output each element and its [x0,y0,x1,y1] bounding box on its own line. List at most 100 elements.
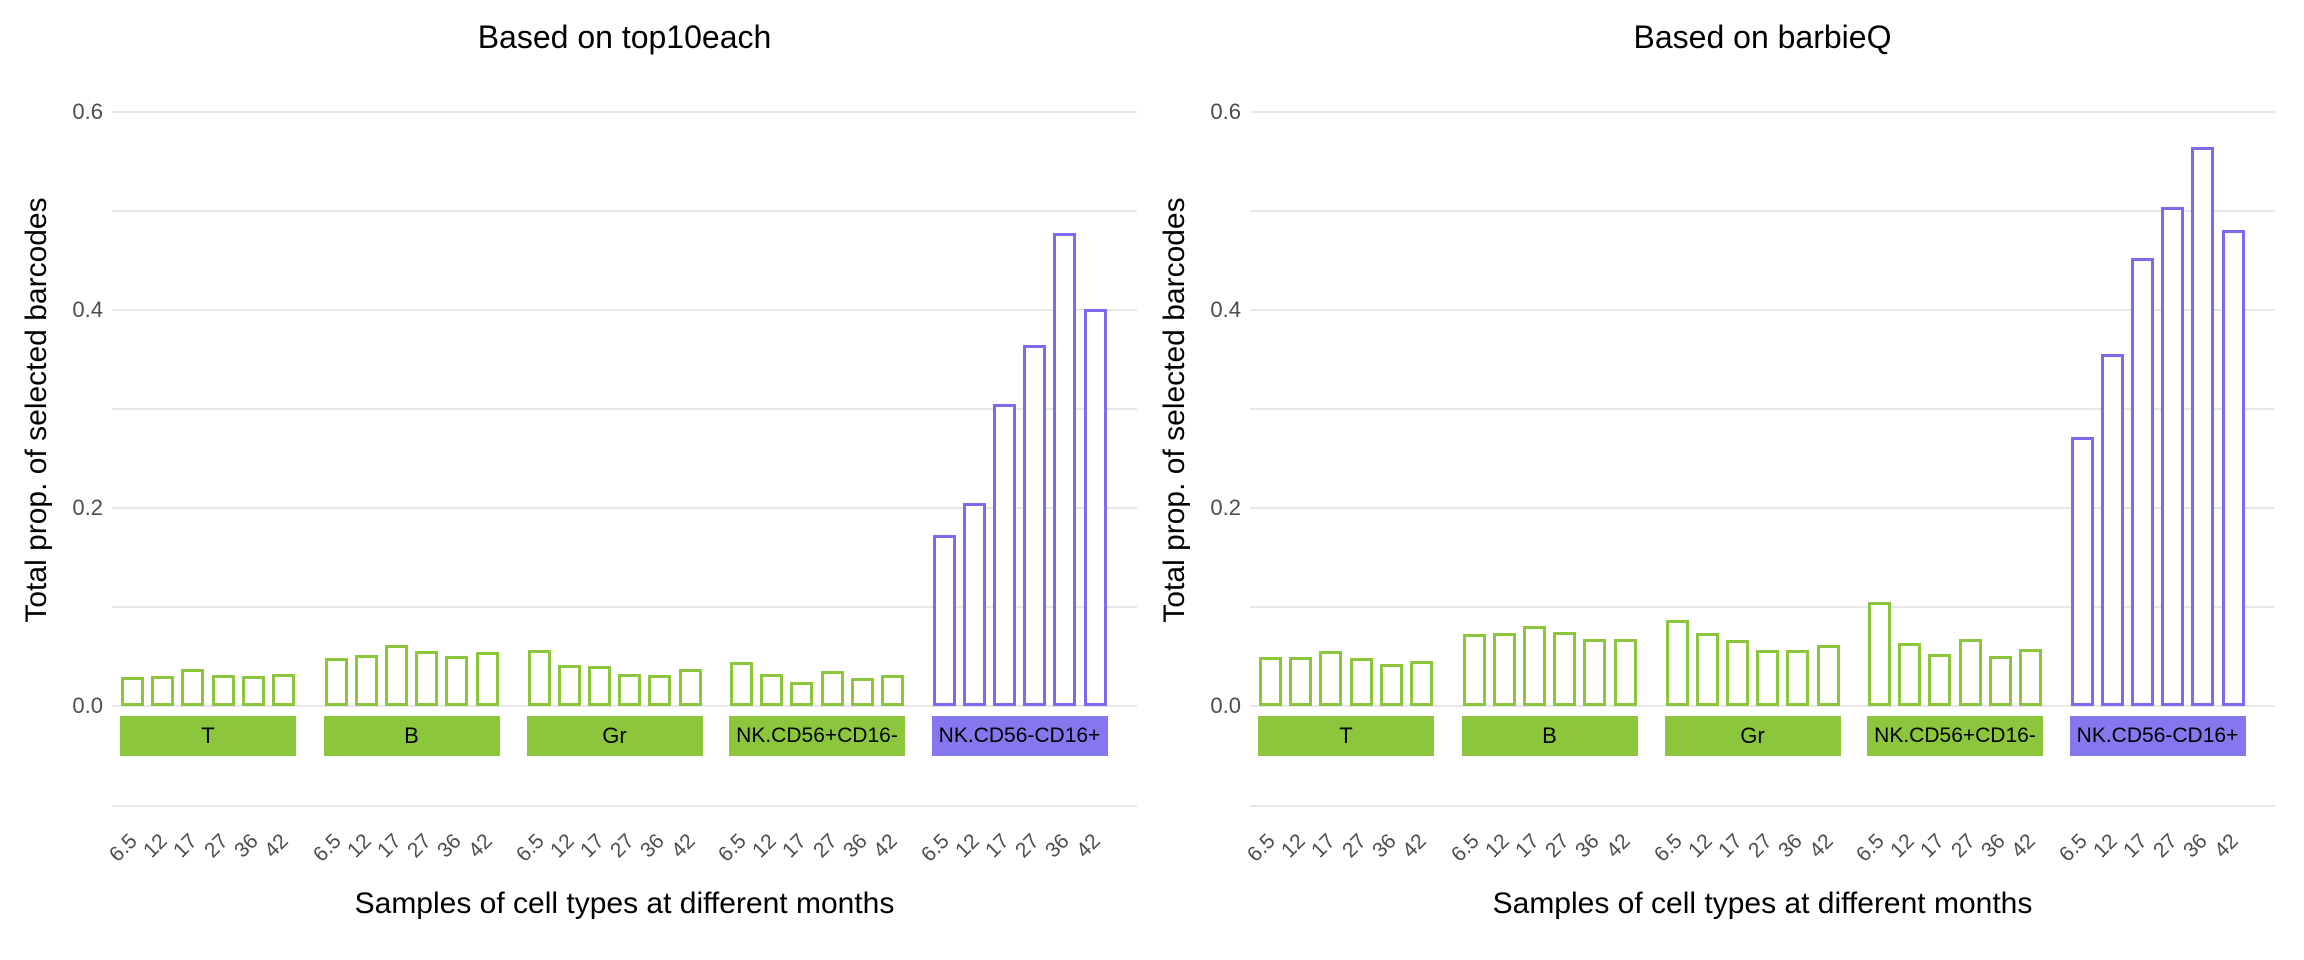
bar-T-6.5 [1259,657,1282,706]
x-tick-label: 42 [2006,829,2040,863]
bar-Gr-17 [1725,640,1749,706]
facet-strip-Gr: Gr [1664,716,1841,756]
bar-NK.CD56-CD16+-36 [1053,233,1077,706]
bar-T-12 [151,676,175,706]
bar-B-12 [1492,633,1516,706]
bar-NK.CD56+CD16--12 [1898,643,1922,706]
x-tick-label: 27 [808,829,842,863]
bar-Gr-12 [1695,633,1719,706]
bar-NK.CD56+CD16--36 [850,678,874,706]
facet-strip-B: B [323,716,500,756]
x-tick-label: 27 [1011,829,1044,863]
gridline-0.0 [1250,705,2275,707]
x-tick-label: 12 [1886,829,1919,863]
x-tick-label: 12 [1277,829,1310,863]
x-tick-label: 12 [950,829,984,863]
x-tick-label: 36 [1976,829,2010,863]
x-tick-label: 6.5 [1446,829,1484,867]
bar-NK.CD56-CD16+-12 [962,503,986,706]
x-tick-label: 6.5 [308,829,346,867]
bar-T-36 [1379,664,1403,706]
x-tick-label: 6.5 [1851,829,1889,867]
gridline-0.3 [1250,408,2275,410]
bar-NK.CD56+CD16--27 [1958,639,1982,706]
gridline-0.5 [1250,210,2275,212]
bar-B-6.5 [1462,634,1486,706]
x-tick-label: 6.5 [1649,829,1687,867]
x-tick-label: 36 [838,829,872,863]
x-tick-label: 12 [139,829,172,863]
x-tick-label: 17 [980,829,1014,863]
x-axis-line [112,805,1137,807]
gridline-0.4 [112,309,1137,311]
bar-NK.CD56-CD16+-27 [1023,345,1047,706]
y-tick-label: 0.4 [72,297,103,322]
bar-NK.CD56-CD16+-17 [992,404,1016,706]
x-tick-label: 27 [606,829,639,863]
bar-NK.CD56+CD16--17 [790,682,814,706]
x-tick-label: 36 [1367,829,1401,863]
bar-NK.CD56-CD16+-12 [2100,354,2124,706]
x-tick-label: 6.5 [2054,829,2092,867]
x-tick-label: 17 [1916,829,1950,863]
gridline-0.4 [1250,309,2275,311]
bar-B-17 [1522,626,1546,706]
bar-Gr-12 [557,665,581,706]
bar-NK.CD56-CD16+-42 [2221,230,2245,706]
bar-NK.CD56-CD16+-27 [2161,207,2185,706]
bar-B-12 [354,655,378,706]
gridline-0.2 [1250,507,2275,509]
x-tick-label: 6.5 [916,829,954,867]
bar-NK.CD56+CD16--42 [881,675,904,706]
bar-Gr-36 [1786,650,1810,706]
bar-Gr-27 [1756,650,1780,706]
x-tick-label: 36 [636,829,670,863]
y-axis-title-right: Total prop. of selected barcodes [1158,197,1191,623]
y-tick-label: 0.6 [72,99,103,124]
facet-strip-NK.CD56-CD16+: NK.CD56-CD16+ [931,716,1108,756]
bar-Gr-6.5 [1665,620,1689,706]
x-tick-label: 42 [463,829,497,863]
x-tick-label: 27 [2149,829,2182,863]
x-tick-label: 36 [2179,829,2213,863]
bar-NK.CD56+CD16--36 [1988,656,2012,706]
bar-T-42 [272,674,295,706]
bar-NK.CD56-CD16+-42 [1083,309,1107,706]
x-axis-title-right: Samples of cell types at different month… [1492,887,2033,920]
bar-T-27 [211,675,235,706]
x-tick-label: 36 [229,829,263,863]
x-tick-label: 42 [1601,829,1635,863]
bar-Gr-42 [1816,645,1840,706]
bar-Gr-27 [618,674,642,706]
gridline-0.0 [112,705,1137,707]
y-axis-title-left: Total prop. of selected barcodes [20,197,53,623]
bar-B-42 [1613,639,1637,706]
y-tick-label: 0.4 [1210,297,1241,322]
bar-B-36 [1583,639,1607,706]
x-axis-title-left: Samples of cell types at different month… [354,887,895,920]
y-tick-label: 0.2 [72,495,103,520]
x-tick-label: 42 [1397,829,1431,863]
bar-Gr-6.5 [527,650,551,706]
gridline-0.1 [1250,606,2275,608]
x-tick-label: 17 [372,829,406,863]
x-tick-label: 27 [1744,829,1777,863]
x-tick-label: 6.5 [104,829,142,867]
bar-B-6.5 [324,658,348,706]
facet-strip-B: B [1461,716,1638,756]
x-tick-label: 6.5 [713,829,751,867]
facet-strip-T: T [1258,716,1434,756]
facet-strip-NK.CD56+CD16-: NK.CD56+CD16- [729,716,905,756]
x-tick-label: 42 [1071,829,1105,863]
bar-T-36 [241,676,265,706]
bar-T-27 [1349,658,1373,706]
panel-title-barbieq: Based on barbieQ [1633,19,1892,55]
x-tick-label: 17 [1307,829,1341,863]
x-tick-label: 42 [2209,829,2243,863]
bar-B-17 [384,645,408,706]
bar-B-36 [445,656,469,706]
x-tick-label: 27 [1946,829,1980,863]
bar-NK.CD56+CD16--27 [820,671,844,706]
x-tick-label: 12 [1480,829,1514,863]
x-tick-label: 17 [778,829,812,863]
